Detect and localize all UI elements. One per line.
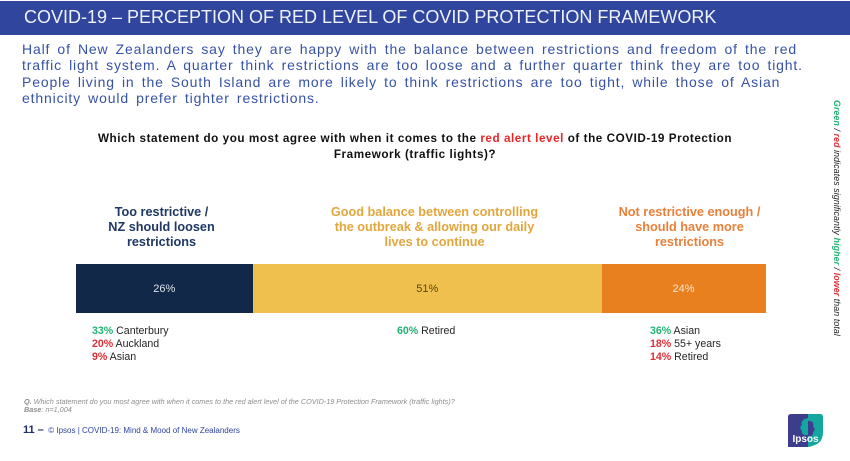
svg-text:Ipsos: Ipsos — [792, 434, 819, 445]
